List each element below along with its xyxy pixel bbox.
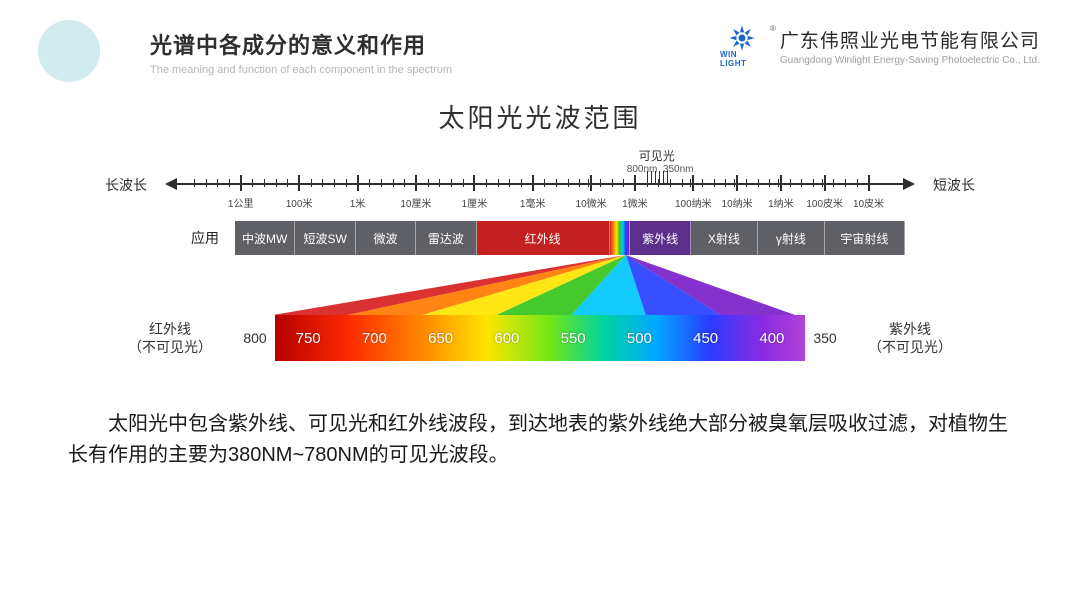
spectrum-figure: 太阳光光波范围 可见光 800nm 350nm 长波长 短波长 1公里100米1… xyxy=(105,98,975,361)
axis-line xyxy=(175,183,905,185)
title-block: 光谱中各成分的意义和作用 The meaning and function of… xyxy=(150,28,452,76)
app-cell: γ射线 xyxy=(758,221,825,255)
prism-fan xyxy=(175,255,905,315)
app-cell: 红外线 xyxy=(477,221,610,255)
uv-line2: （不可见光） xyxy=(845,338,975,356)
app-cell: 宇宙射线 xyxy=(825,221,905,255)
app-cell: 微波 xyxy=(356,221,416,255)
reg-mark: ® xyxy=(770,24,776,33)
edge-left-nm: 800 xyxy=(235,330,275,346)
ir-line2: （不可见光） xyxy=(105,338,235,356)
logo-icon: WIN LIGHT xyxy=(720,24,764,68)
app-cell xyxy=(610,221,631,255)
ir-line1: 红外线 xyxy=(149,321,191,337)
spectrum-tick: 750 xyxy=(275,315,341,361)
brand-block: WIN LIGHT ® 广东伟照业光电节能有限公司 Guangdong Winl… xyxy=(720,24,1040,68)
ultraviolet-label: 紫外线 （不可见光） xyxy=(845,320,975,356)
infrared-label: 红外线 （不可见光） xyxy=(105,320,235,356)
wavelength-ruler: 可见光 800nm 350nm 长波长 短波长 1公里100米1米10厘米1厘米… xyxy=(105,147,975,217)
visible-spectrum-bar: 750700650600550500450400 xyxy=(275,315,805,361)
spectrum-tick: 600 xyxy=(474,315,540,361)
spectrum-tick: 650 xyxy=(408,315,474,361)
visible-spectrum-row: 红外线 （不可见光） 800 750700650600550500450400 … xyxy=(105,315,975,361)
app-cell: 雷达波 xyxy=(416,221,476,255)
axis-left-label: 长波长 xyxy=(105,175,147,195)
brand-name-en: Guangdong Winlight Energy-Saving Photoel… xyxy=(780,55,1040,66)
figure-title: 太阳光光波范围 xyxy=(105,98,975,135)
uv-line1: 紫外线 xyxy=(889,321,931,337)
app-cell: X射线 xyxy=(691,221,758,255)
body-text: 太阳光中包含紫外线、可见光和红外线波段，到达地表的紫外线绝大部分被臭氧层吸收过滤… xyxy=(68,409,1012,471)
app-cell: 紫外线 xyxy=(630,221,690,255)
app-cell: 短波SW xyxy=(295,221,355,255)
logo-text: WIN LIGHT xyxy=(720,50,764,68)
spectrum-tick: 500 xyxy=(606,315,672,361)
spectrum-tick: 700 xyxy=(341,315,407,361)
app-cell: 中波MW xyxy=(235,221,295,255)
header: 光谱中各成分的意义和作用 The meaning and function of… xyxy=(40,28,1040,76)
axis-right-label: 短波长 xyxy=(933,175,975,195)
visible-label: 可见光 xyxy=(627,147,687,164)
brand-name-cn: 广东伟照业光电节能有限公司 xyxy=(780,26,1040,53)
page-subtitle: The meaning and function of each compone… xyxy=(150,64,452,76)
visible-hi-nm: 800nm xyxy=(627,164,658,175)
spectrum-tick: 550 xyxy=(540,315,606,361)
application-band: 应用中波MW短波SW微波雷达波红外线紫外线X射线γ射线宇宙射线 xyxy=(175,221,905,255)
brand-text: 广东伟照业光电节能有限公司 Guangdong Winlight Energy-… xyxy=(780,26,1040,66)
spectrum-tick: 450 xyxy=(673,315,739,361)
edge-right-nm: 350 xyxy=(805,330,845,346)
spectrum-tick: 400 xyxy=(739,315,805,361)
visible-light-marker: 可见光 800nm 350nm xyxy=(627,147,687,175)
app-row-label: 应用 xyxy=(175,221,235,255)
page-title: 光谱中各成分的意义和作用 xyxy=(150,28,452,60)
